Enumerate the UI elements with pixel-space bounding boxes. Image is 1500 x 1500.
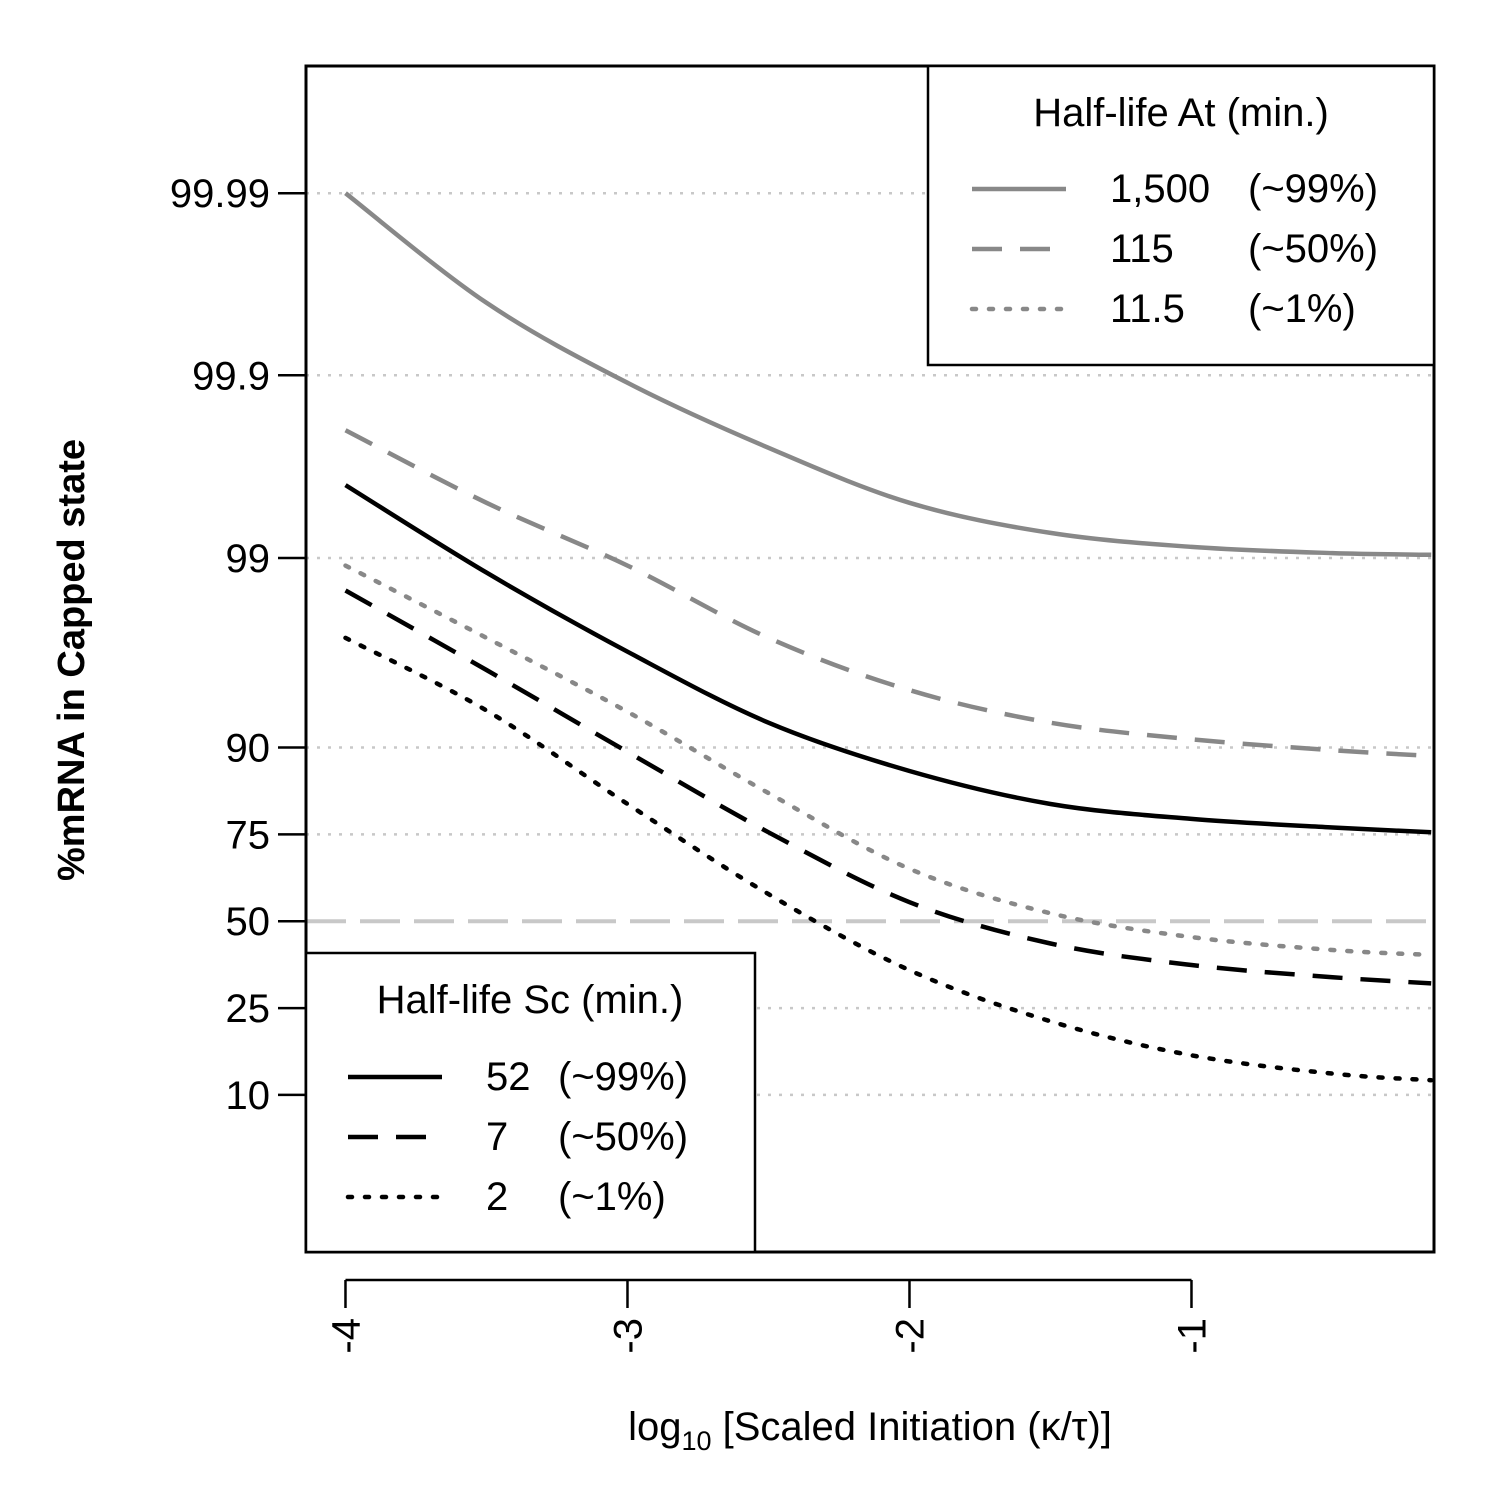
x-tick-label: -1 (1170, 1318, 1214, 1354)
x-axis-title-suffix: [Scaled Initiation (κ/τ)] (712, 1405, 1112, 1449)
legend-entry-percent: (~50%) (1248, 227, 1378, 271)
plot-frame (304, 64, 1436, 1254)
x-tick-label: -4 (324, 1318, 368, 1354)
y-tick-label: 50 (226, 900, 271, 944)
legend-entry-percent: (~99%) (558, 1055, 688, 1099)
data-series (343, 191, 1434, 1083)
x-axis: -4 -3 -2 -1 (324, 1278, 1214, 1354)
series-at-solid-line (344, 191, 1432, 558)
series-sc-solid-line (344, 483, 1432, 835)
x-axis-title-prefix: log (628, 1405, 681, 1449)
x-axis-title-subscript: 10 (681, 1426, 711, 1456)
legend-entry-percent: (~1%) (558, 1175, 666, 1219)
y-tick-label: 99.9 (192, 354, 270, 398)
series-at-dashed-line (344, 428, 1432, 759)
y-tick-label: 10 (226, 1074, 271, 1118)
series-sc-dashed-line (344, 588, 1432, 986)
legend-sc-title: Half-life Sc (min.) (377, 978, 684, 1022)
legend-entry-value: 11.5 (1110, 287, 1185, 331)
y-axis: 99.99 99.9 99 90 75 50 25 10 (170, 172, 306, 1118)
x-axis-title: log10 [Scaled Initiation (κ/τ)] (628, 1405, 1112, 1456)
legend-entry-value: 115 (1110, 227, 1174, 271)
legend-entry-value: 52 (486, 1055, 531, 1099)
legend-entry-percent: (~1%) (1248, 287, 1356, 331)
y-tick-label: 25 (226, 987, 271, 1031)
x-tick-label: -2 (888, 1318, 932, 1354)
y-tick-label: 99.99 (170, 172, 270, 216)
legend-at-title: Half-life At (min.) (1033, 91, 1329, 135)
legend-entry-percent: (~99%) (1248, 167, 1378, 211)
legend-half-life-sc: Half-life Sc (min.) 52 (~99%) 7 (~50%) 2 (~1%… (304, 951, 757, 1254)
legend-at-box (926, 64, 1436, 367)
y-tick-label: 90 (226, 727, 271, 771)
series-sc-dotted-line (343, 635, 1434, 1083)
y-tick-label: 75 (226, 813, 271, 857)
legend-entry-value: 7 (486, 1115, 508, 1159)
legend-entry-value: 2 (486, 1175, 508, 1219)
legend-entry-value: 1,500 (1110, 167, 1210, 211)
legend-half-life-at: Half-life At (min.) 1,500 (~99%) 115 (~50%)… (926, 64, 1436, 367)
legend-sc-box (304, 951, 757, 1254)
legend-entry-percent: (~50%) (558, 1115, 688, 1159)
y-tick-label: 99 (226, 537, 271, 581)
x-tick-label: -3 (606, 1318, 650, 1354)
y-axis-title: %mRNA in Capped state (51, 439, 93, 881)
series-at-dotted-line (343, 563, 1434, 958)
